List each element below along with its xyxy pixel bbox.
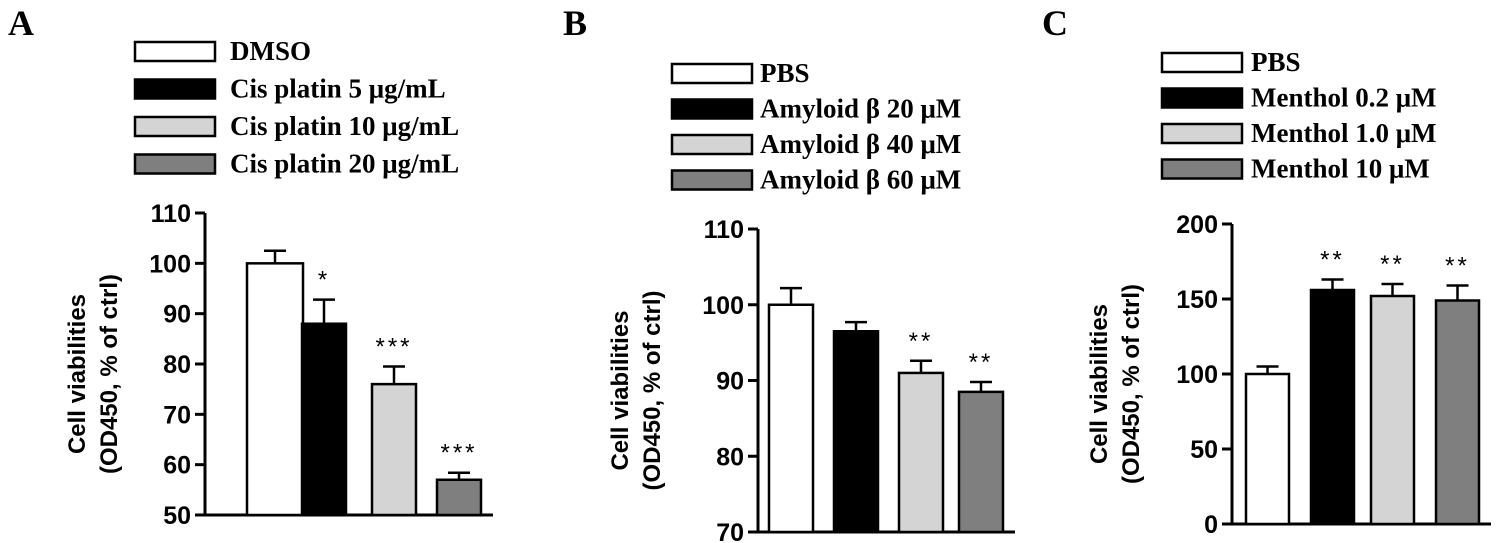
significance-marker: ** — [1380, 251, 1405, 278]
y-axis-label: (OD450, % of ctrl) — [1118, 284, 1145, 484]
significance-marker: ** — [1320, 247, 1345, 274]
significance-marker: * — [318, 267, 330, 294]
legend-label: Menthol 10 μM — [1251, 154, 1430, 184]
legend-label: Menthol 0.2 μM — [1251, 83, 1437, 113]
legend-swatch — [1160, 87, 1244, 109]
significance-marker: *** — [375, 334, 412, 361]
legend-label: Amyloid β 60 μM — [760, 165, 961, 195]
panel-a: A DMSO Cis platin 5 μg/mL Cis platin 10 μg/… — [8, 3, 493, 530]
bar — [300, 322, 348, 517]
legend-label: PBS — [1251, 47, 1301, 77]
bar — [370, 382, 418, 517]
y-tick-label: 150 — [1176, 286, 1218, 314]
y-tick-label: 100 — [1176, 361, 1218, 389]
bar — [767, 303, 815, 534]
y-axis-label: Cell viabilities — [64, 294, 91, 454]
legend-swatch — [133, 153, 217, 175]
legend-label: Cis platin 20 μg/mL — [230, 149, 459, 179]
legend-label: Cis platin 10 μg/mL — [230, 111, 459, 141]
y-tick-label: 50 — [1190, 436, 1218, 464]
legend-swatch — [670, 133, 754, 156]
legend-label: Menthol 1.0 μM — [1251, 118, 1437, 148]
legend-swatch — [670, 169, 754, 191]
y-tick-label: 50 — [163, 502, 191, 530]
panel-c: C PBS Menthol 0.2 μM Menthol 1.0 μM Menthol … — [1042, 3, 1491, 539]
panel-letter: B — [563, 3, 587, 43]
legend-swatch — [670, 98, 754, 120]
legend-swatch — [133, 115, 217, 138]
y-tick-label: 70 — [716, 519, 744, 543]
bar — [1309, 288, 1356, 526]
y-tick-label: 200 — [1176, 211, 1218, 239]
legend-label: Cis platin 5 μg/mL — [230, 74, 446, 104]
y-tick-label: 90 — [716, 368, 744, 396]
y-tick-label: 0 — [1204, 511, 1218, 539]
y-axis-label: Cell viabilities — [1086, 304, 1113, 464]
panel-letter: A — [8, 3, 34, 43]
bar — [245, 262, 305, 517]
legend-label: PBS — [760, 58, 810, 88]
legend-swatch — [133, 78, 217, 100]
y-tick-label: 80 — [716, 443, 744, 471]
bar — [832, 330, 880, 534]
y-axis-label: (OD450, % of ctrl) — [639, 290, 666, 490]
y-axis-label: Cell viabilities — [607, 310, 634, 470]
legend-swatch — [670, 62, 754, 85]
bar — [1369, 294, 1416, 526]
panel-letter: C — [1042, 3, 1068, 43]
y-tick-label: 110 — [151, 200, 191, 228]
bar — [957, 390, 1005, 534]
bar — [1434, 299, 1481, 526]
significance-marker: *** — [440, 440, 477, 467]
significance-marker: ** — [969, 349, 994, 376]
y-axis-label: (OD450, % of ctrl) — [96, 274, 123, 474]
y-tick-label: 80 — [163, 351, 191, 379]
legend-label: DMSO — [230, 36, 311, 66]
y-tick-label: 100 — [702, 292, 744, 320]
significance-marker: ** — [1445, 253, 1470, 280]
legend-label: Amyloid β 40 μM — [760, 129, 961, 159]
bar — [435, 478, 483, 517]
legend-swatch — [1160, 158, 1244, 180]
y-tick-label: 70 — [163, 401, 191, 429]
bar — [1244, 372, 1291, 526]
y-tick-label: 90 — [163, 301, 191, 329]
y-tick-label: 100 — [149, 250, 191, 278]
panel-b: B PBS Amyloid β 20 μM Amyloid β 40 μM Amyloi… — [563, 3, 1015, 543]
significance-marker: ** — [909, 328, 934, 355]
y-tick-label: 60 — [163, 452, 191, 480]
legend-swatch — [1160, 122, 1244, 145]
bar — [897, 371, 945, 534]
legend-label: Amyloid β 20 μM — [760, 94, 961, 124]
y-tick-label: 110 — [704, 216, 744, 244]
legend-swatch — [133, 40, 217, 63]
legend-swatch — [1160, 51, 1244, 74]
